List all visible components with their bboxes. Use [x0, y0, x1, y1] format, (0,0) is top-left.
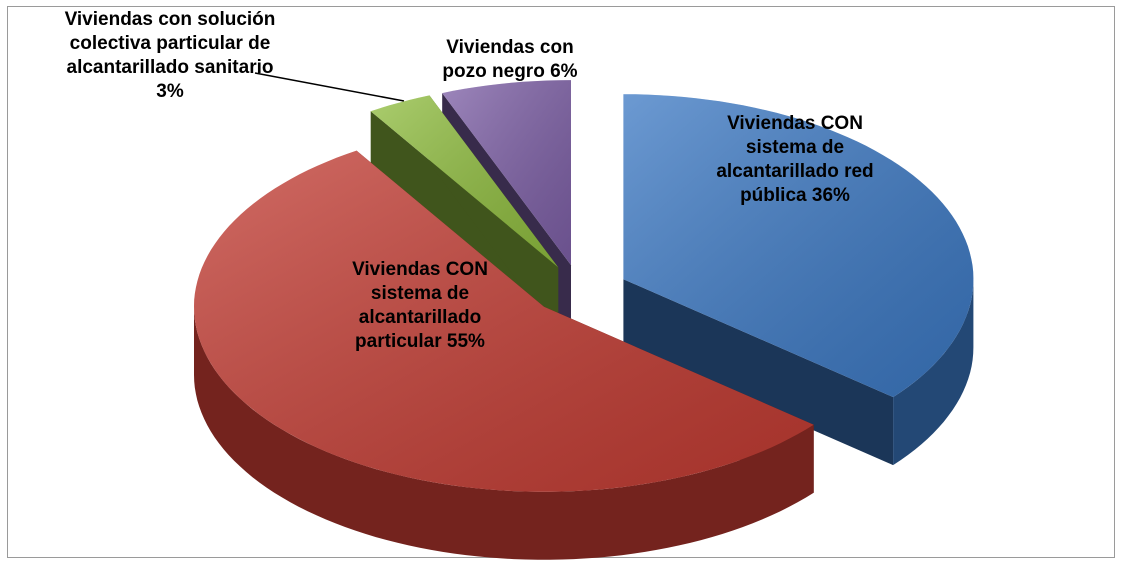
category-label: Viviendas con pozo negro — [442, 37, 574, 82]
slice-face — [370, 111, 559, 336]
data-label: Viviendas con solución colectiva particu… — [55, 8, 285, 104]
data-label: Viviendas con pozo negro 6% — [425, 36, 595, 84]
category-label: Viviendas CON sistema de alcantarillado … — [352, 259, 488, 352]
slice-shade — [370, 95, 559, 268]
leader-line — [254, 72, 405, 102]
data-label: Viviendas CON sistema de alcantarillado … — [315, 258, 525, 354]
slice-face — [623, 279, 894, 466]
slice-shade — [623, 94, 974, 398]
slice-side — [893, 279, 974, 466]
value-label: 3% — [156, 81, 184, 102]
slice-shade — [194, 150, 814, 492]
value-label: 36% — [811, 185, 850, 206]
value-label: 6% — [550, 61, 578, 82]
value-label: 55% — [446, 331, 485, 352]
slice-side — [194, 306, 814, 560]
slice-shade — [442, 80, 571, 266]
data-label: Viviendas CON sistema de alcantarillado … — [690, 112, 900, 208]
category-label: Viviendas con solución colectiva particu… — [64, 9, 276, 78]
category-label: Viviendas CON sistema de alcantarillado … — [716, 113, 874, 206]
